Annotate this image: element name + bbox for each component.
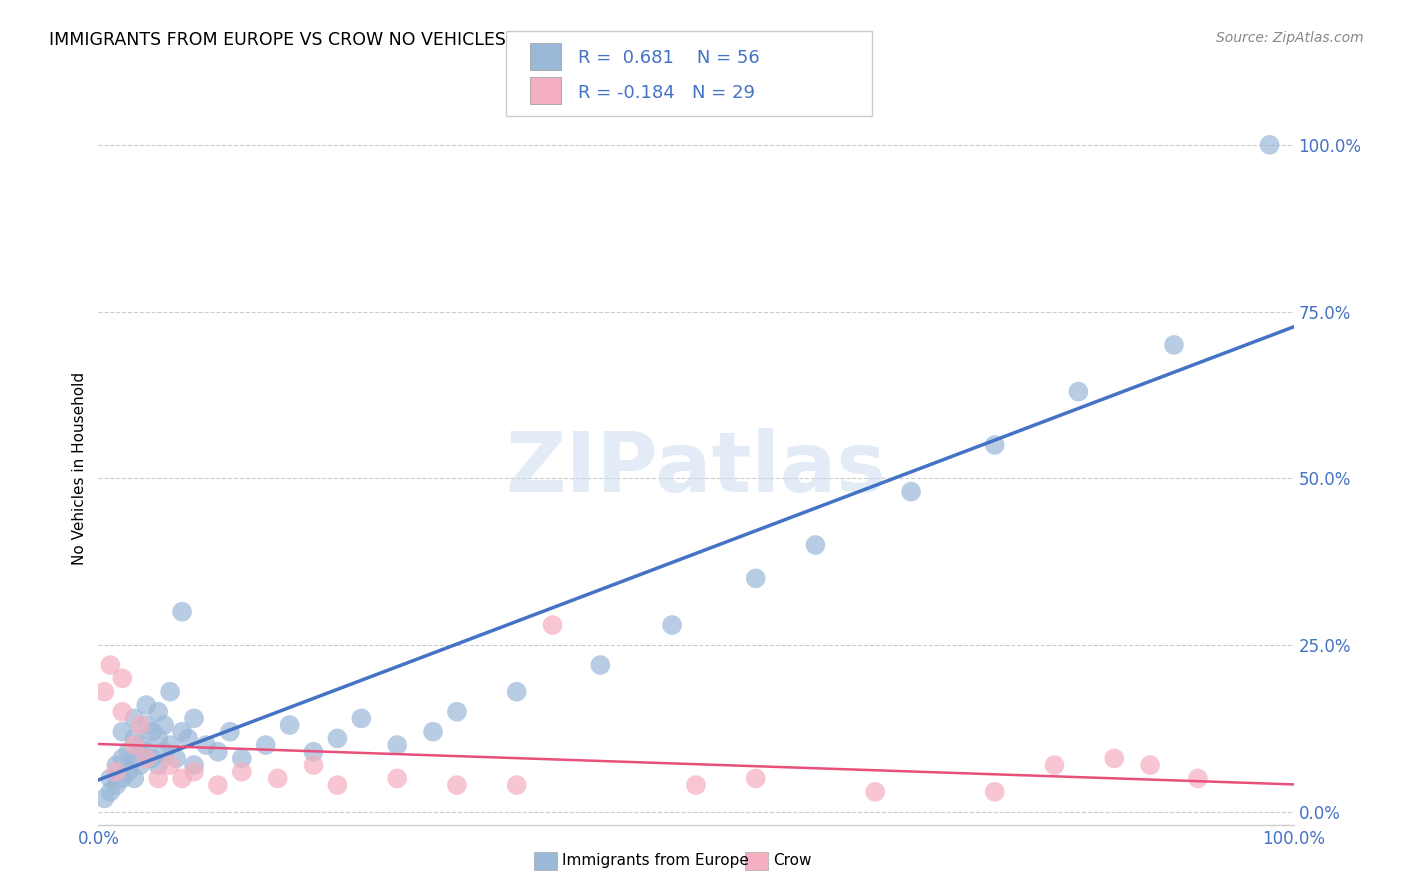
Text: R = -0.184   N = 29: R = -0.184 N = 29 — [578, 84, 755, 102]
Point — [1187, 772, 1209, 786]
Point — [326, 731, 349, 746]
Point — [177, 731, 200, 746]
Text: Source: ZipAtlas.com: Source: ZipAtlas.com — [1216, 31, 1364, 45]
Point — [446, 705, 468, 719]
Point — [111, 724, 134, 739]
Y-axis label: No Vehicles in Household: No Vehicles in Household — [72, 372, 87, 565]
Point — [231, 764, 253, 779]
Point — [153, 745, 176, 759]
Point — [153, 718, 176, 732]
Point — [148, 731, 170, 746]
Point — [254, 738, 277, 752]
Point — [804, 538, 827, 552]
Point — [159, 758, 181, 772]
Point — [148, 705, 170, 719]
Point — [207, 778, 229, 792]
Point — [745, 772, 768, 786]
Point — [111, 705, 134, 719]
Point — [129, 738, 152, 752]
Point — [1043, 758, 1066, 772]
Point — [385, 772, 409, 786]
Point — [124, 772, 146, 786]
Point — [541, 618, 564, 632]
Point — [172, 772, 194, 786]
Point — [661, 618, 683, 632]
Point — [589, 658, 612, 673]
Point — [172, 724, 194, 739]
Point — [141, 751, 163, 765]
Point — [183, 711, 205, 725]
Point — [900, 484, 922, 499]
Point — [129, 718, 152, 732]
Point — [111, 751, 134, 765]
Point — [1258, 137, 1281, 152]
Point — [207, 745, 229, 759]
Point — [172, 605, 194, 619]
Point — [865, 785, 887, 799]
Point — [98, 785, 122, 799]
Point — [111, 672, 134, 686]
Text: ZIPatlas: ZIPatlas — [506, 428, 886, 508]
Text: Immigrants from Europe: Immigrants from Europe — [562, 854, 749, 868]
Point — [506, 778, 529, 792]
Point — [117, 745, 139, 759]
Point — [745, 571, 768, 585]
Point — [350, 711, 373, 725]
Point — [135, 698, 157, 712]
Point — [302, 758, 325, 772]
Point — [685, 778, 707, 792]
Point — [984, 438, 1007, 452]
Point — [105, 764, 128, 779]
Text: Crow: Crow — [773, 854, 811, 868]
Point — [302, 745, 325, 759]
Point — [422, 724, 444, 739]
Point — [1139, 758, 1161, 772]
Point — [159, 684, 181, 698]
Point — [1163, 338, 1185, 352]
Point — [231, 751, 253, 765]
Text: IMMIGRANTS FROM EUROPE VS CROW NO VEHICLES IN HOUSEHOLD CORRELATION CHART: IMMIGRANTS FROM EUROPE VS CROW NO VEHICL… — [49, 31, 841, 49]
Point — [326, 778, 349, 792]
Point — [148, 758, 170, 772]
Point — [124, 738, 146, 752]
Point — [135, 751, 157, 765]
Point — [124, 731, 146, 746]
Point — [129, 758, 152, 772]
Point — [1067, 384, 1090, 399]
Point — [159, 738, 181, 752]
Point — [446, 778, 468, 792]
Point — [93, 684, 115, 698]
Text: R =  0.681    N = 56: R = 0.681 N = 56 — [578, 49, 759, 68]
Point — [117, 764, 139, 779]
Point — [93, 791, 115, 805]
Point — [105, 758, 128, 772]
Point — [183, 758, 205, 772]
Point — [195, 738, 218, 752]
Point — [124, 711, 146, 725]
Point — [984, 785, 1007, 799]
Point — [148, 772, 170, 786]
Point — [141, 724, 163, 739]
Point — [135, 718, 157, 732]
Point — [385, 738, 409, 752]
Point — [267, 772, 290, 786]
Point — [98, 772, 122, 786]
Point — [1104, 751, 1126, 765]
Point — [105, 778, 128, 792]
Point — [183, 764, 205, 779]
Point — [278, 718, 301, 732]
Point — [219, 724, 242, 739]
Point — [165, 751, 187, 765]
Point — [111, 772, 134, 786]
Point — [135, 745, 157, 759]
Point — [98, 658, 122, 673]
Point — [124, 751, 146, 765]
Point — [506, 684, 529, 698]
